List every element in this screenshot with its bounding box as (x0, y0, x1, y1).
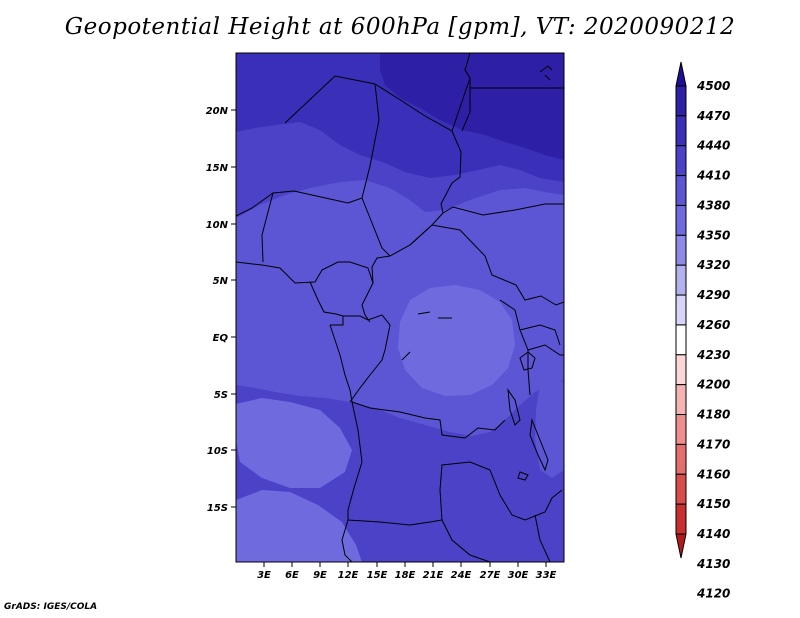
border-line (261, 192, 274, 263)
lon-label: 24E (451, 570, 472, 581)
border-line (441, 519, 491, 562)
coast-line (519, 351, 536, 371)
colorbar-label: 4320 (696, 258, 730, 272)
colorbar: 4500 4470 4440 4410 4380 4350 4320 4290 4260 4230… (675, 61, 730, 601)
colorbar-segment (675, 115, 687, 147)
lat-label: 5N (213, 276, 229, 287)
colorbar-segment (675, 324, 687, 356)
lat-labels: 20N 15N 10N 5N EQ 5S 10S 15S (206, 106, 229, 514)
lon-label: 6E (285, 570, 299, 581)
border-line (341, 401, 363, 562)
colorbar-label: 4130 (696, 557, 730, 571)
coast-line (539, 65, 553, 81)
lat-label: 15S (207, 503, 228, 514)
lake-line (529, 418, 549, 472)
lake-line (507, 388, 521, 426)
lat-label: 10N (206, 220, 229, 231)
colorbar-label: 4470 (696, 109, 730, 123)
colorbar-segment (675, 234, 687, 266)
colorbar-segment (675, 503, 687, 535)
borders (236, 53, 564, 562)
colorbar-label: 4440 (696, 139, 730, 153)
colorbar-label: 4170 (696, 437, 730, 451)
border-line (499, 299, 531, 396)
border-line (236, 83, 380, 217)
colorbar-segment (675, 414, 687, 445)
colorbar-segment (675, 85, 687, 117)
colorbar-label: 4160 (696, 467, 730, 481)
lon-label: 15E (367, 570, 388, 581)
border-line (519, 324, 561, 346)
lat-ticks (231, 109, 236, 508)
colorbar-segment (675, 175, 687, 206)
band-4380-lake (535, 380, 564, 478)
lon-label: 33E (536, 570, 557, 581)
band-4470-north (380, 53, 564, 160)
map-frame (235, 52, 565, 563)
colorbar-label: 4140 (696, 527, 730, 541)
map-title: Geopotential Height at 600hPa [gpm], VT:… (64, 14, 736, 40)
colorbar-segment (675, 384, 687, 416)
lon-labels: 3E 6E 9E 12E 15E 18E 21E 24E 27E 30E 33E (257, 570, 556, 581)
lon-ticks (263, 562, 547, 567)
colorbar-label: 4200 (696, 378, 730, 392)
band-4350-sw (236, 398, 352, 488)
colorbar-segment (675, 204, 687, 236)
credit-label: GrADS: IGES/COLA (4, 602, 98, 612)
colorbar-label: 4410 (696, 169, 730, 183)
contour-fill (236, 53, 564, 562)
colorbar-label: 4180 (696, 408, 730, 422)
lon-label: 27E (480, 570, 501, 581)
border-line (361, 197, 391, 257)
border-line (489, 469, 563, 521)
colorbar-label: 4150 (696, 497, 730, 511)
lon-label: 30E (508, 570, 529, 581)
band-4350-west (236, 490, 362, 562)
colorbar-segment (675, 294, 687, 326)
colorbar-label: 4260 (696, 318, 730, 332)
colorbar-segment (675, 443, 687, 475)
border-line (461, 78, 471, 132)
colorbar-cap-bottom (675, 533, 687, 559)
coast-line (401, 311, 452, 361)
lat-label: 20N (206, 106, 229, 117)
lat-label: EQ (213, 333, 229, 344)
colorbar-cap-top (675, 61, 687, 87)
colorbar-label: 4120 (696, 587, 730, 601)
lon-label: 18E (395, 570, 416, 581)
lon-label: 9E (313, 570, 327, 581)
colorbar-segment (675, 473, 687, 505)
lon-label: 3E (257, 570, 271, 581)
colorbar-label: 4230 (696, 348, 730, 362)
border-line (330, 316, 344, 326)
lat-label: 5S (214, 390, 228, 401)
border-line (329, 324, 353, 403)
lon-label: 21E (423, 570, 444, 581)
border-line (284, 53, 471, 132)
lat-label: 15N (206, 163, 229, 174)
colorbar-segment (675, 354, 687, 386)
border-line (527, 344, 564, 356)
border-line (351, 401, 506, 439)
border-line (409, 224, 564, 306)
colorbar-segment (675, 145, 687, 177)
colorbar-label: 4380 (696, 198, 730, 212)
colorbar-segment (675, 264, 687, 296)
border-line (534, 514, 551, 562)
colorbar-label: 4350 (696, 228, 730, 242)
colorbar-label: 4290 (696, 288, 730, 302)
border-line (236, 261, 374, 284)
colorbar-label: 4500 (696, 79, 730, 93)
lake-line (517, 471, 529, 481)
lat-label: 10S (207, 446, 228, 457)
border-line (309, 281, 391, 403)
lon-label: 12E (338, 570, 359, 581)
